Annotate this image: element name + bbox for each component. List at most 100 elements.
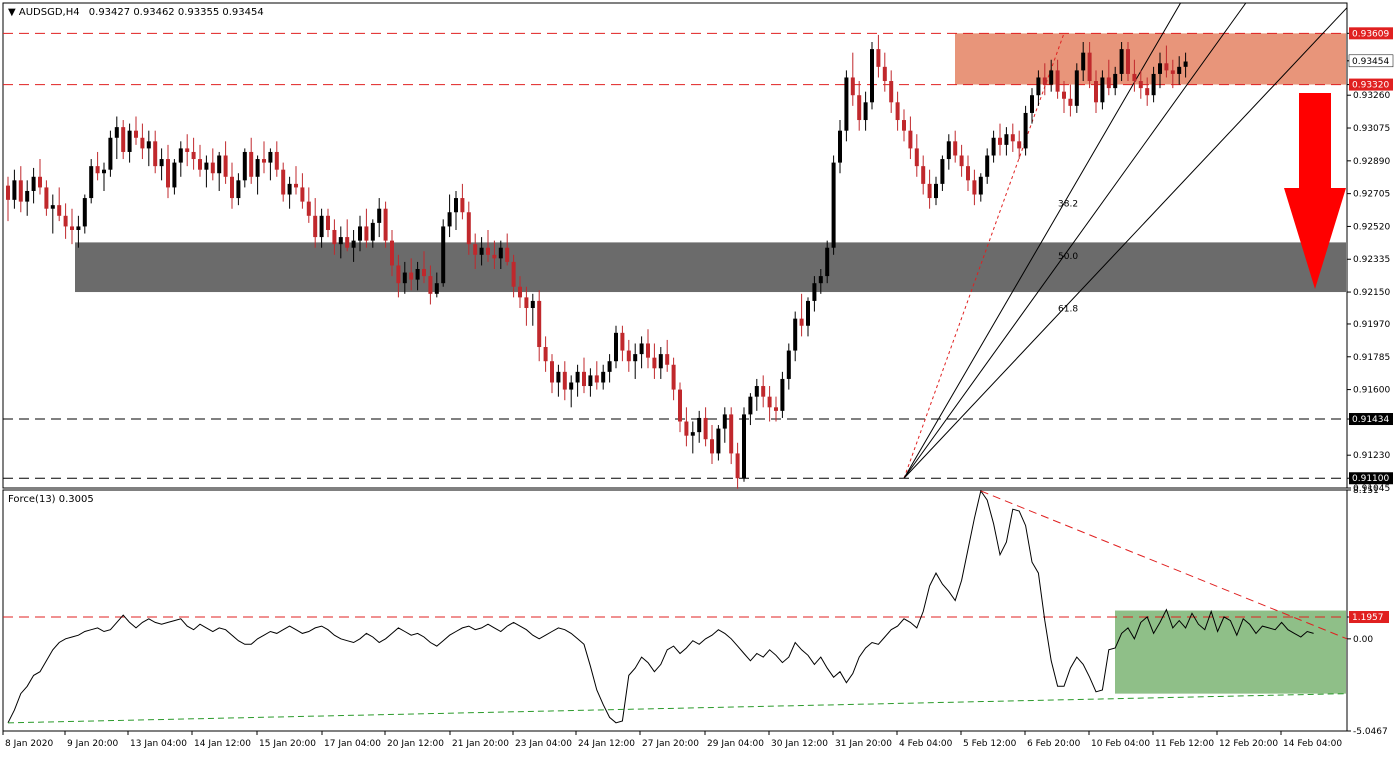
candle-158 xyxy=(1017,130,1022,160)
candle-25 xyxy=(166,144,170,199)
candle-body xyxy=(1030,95,1034,113)
time-tick-label-4: 15 Jan 20:00 xyxy=(259,739,316,749)
candle-116 xyxy=(748,393,753,426)
symbol-header: ▼ AUDSGD,H4 0.93427 0.93462 0.93355 0.93… xyxy=(8,7,264,18)
candle-body xyxy=(172,162,177,188)
candle-162 xyxy=(1042,63,1047,96)
candle-170 xyxy=(1094,70,1098,113)
candle-body xyxy=(633,354,638,362)
price-tick-label-4: 0.93075 xyxy=(1353,124,1390,134)
candle-body xyxy=(396,265,401,284)
candle-89 xyxy=(575,364,580,397)
fan-trend-line xyxy=(903,33,1065,479)
candle-body xyxy=(76,226,81,230)
candle-49 xyxy=(319,208,324,248)
candle-86 xyxy=(556,364,561,397)
candle-64 xyxy=(415,261,420,291)
candle-169 xyxy=(1087,42,1092,89)
candle-body xyxy=(300,187,305,202)
candle-body xyxy=(57,205,62,216)
candle-59 xyxy=(383,201,388,248)
candle-183 xyxy=(1177,56,1182,85)
candle-23 xyxy=(153,130,158,174)
candle-body xyxy=(217,155,222,174)
candle-102 xyxy=(658,347,663,379)
fib-label-1: 50.0 xyxy=(1058,252,1078,262)
candle-124 xyxy=(799,293,804,337)
candle-97 xyxy=(626,339,631,372)
candle-body xyxy=(146,141,151,149)
force-tick-label-2: 0.00 xyxy=(1353,635,1373,645)
candle-body xyxy=(441,226,446,284)
candle-128 xyxy=(825,240,830,284)
candle-body xyxy=(1106,77,1111,89)
candle-body xyxy=(447,212,452,227)
candle-136 xyxy=(876,34,881,78)
fan-line-2 xyxy=(903,7,1348,479)
candle-118 xyxy=(761,375,766,408)
price-tick-label-8: 0.92335 xyxy=(1353,255,1390,265)
candle-119 xyxy=(767,386,772,422)
level-tag-2 xyxy=(1349,413,1393,426)
time-tick-label-18: 11 Feb 12:00 xyxy=(1155,739,1214,749)
candle-150 xyxy=(966,155,970,191)
candle-99 xyxy=(639,336,644,369)
candle-166 xyxy=(1068,84,1073,117)
candle-body xyxy=(1138,81,1143,89)
candle-body xyxy=(582,371,586,387)
candle-body xyxy=(754,386,759,397)
candle-175 xyxy=(1126,42,1130,82)
time-tick-label-10: 27 Jan 20:00 xyxy=(642,739,699,749)
down-arrow-icon xyxy=(1284,93,1346,289)
candle-body xyxy=(1062,91,1066,99)
symbol-label: AUDSGD,H4 xyxy=(19,7,80,18)
price-tick-label-11: 0.91785 xyxy=(1353,353,1390,363)
candle-body xyxy=(825,247,830,277)
time-tick-label-13: 31 Jan 20:00 xyxy=(835,739,892,749)
candle-body xyxy=(262,159,266,163)
candle-11 xyxy=(76,215,81,248)
candle-body xyxy=(44,187,49,209)
candle-body xyxy=(1100,77,1105,103)
candle-body xyxy=(748,396,753,415)
candle-body xyxy=(850,77,855,96)
candle-body xyxy=(1132,73,1137,82)
candle-body xyxy=(108,137,113,170)
candle-130 xyxy=(838,120,842,174)
candle-body xyxy=(601,371,606,383)
force-line xyxy=(7,489,1314,724)
candle-85 xyxy=(550,354,554,394)
candle-127 xyxy=(818,268,823,294)
candle-body xyxy=(902,120,906,131)
candle-body xyxy=(562,371,567,390)
candle-body xyxy=(31,176,36,191)
candle-body xyxy=(690,432,695,436)
candle-body xyxy=(921,166,926,184)
candle-167 xyxy=(1074,63,1079,113)
candle-91 xyxy=(588,368,593,397)
candle-body xyxy=(639,343,644,355)
candle-body xyxy=(281,169,286,195)
candle-body xyxy=(697,417,702,433)
candle-body xyxy=(38,176,42,188)
force-tick-label-1: 1.1957 xyxy=(1352,613,1384,623)
candle-2 xyxy=(18,166,23,213)
candle-body xyxy=(1151,73,1156,96)
candle-body xyxy=(684,421,689,436)
candle-50 xyxy=(326,208,330,238)
candle-body xyxy=(799,318,804,326)
candle-71 xyxy=(460,183,465,220)
candle-74 xyxy=(479,237,484,266)
candle-body xyxy=(460,198,465,213)
candle-78 xyxy=(505,233,510,266)
candle-67 xyxy=(434,272,439,298)
candle-body xyxy=(345,237,350,248)
candle-139 xyxy=(895,91,900,131)
force-resistance-trendline xyxy=(980,490,1348,640)
candle-body xyxy=(287,183,292,195)
candle-60 xyxy=(390,229,394,277)
candle-body xyxy=(89,166,94,199)
